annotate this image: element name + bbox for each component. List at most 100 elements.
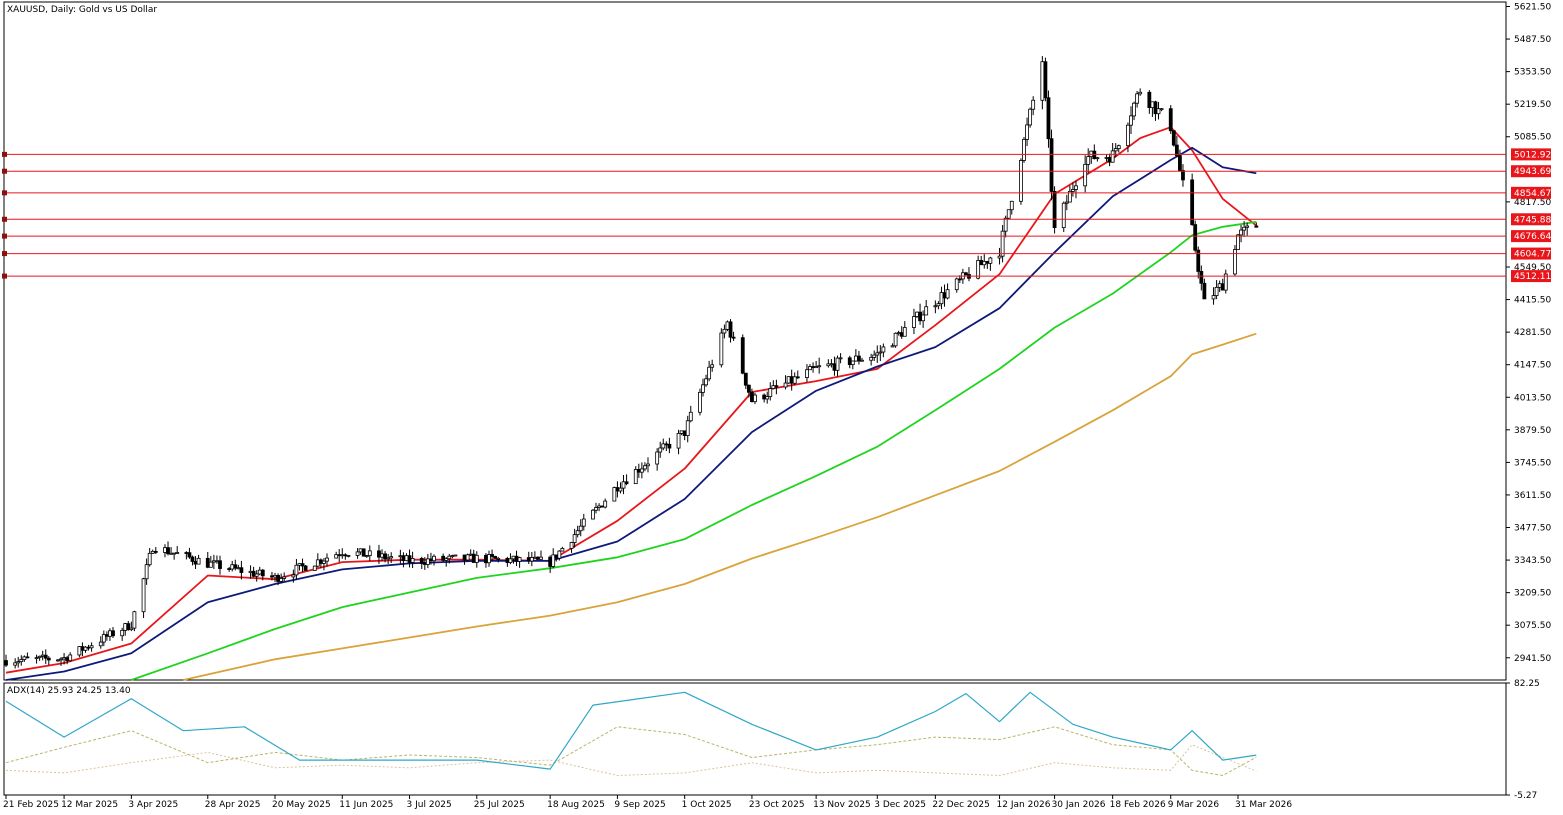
bearish-candle — [1107, 157, 1112, 163]
bearish-candle — [728, 321, 733, 338]
bearish-candle — [789, 376, 794, 384]
bullish-candle — [685, 420, 690, 436]
bullish-candle — [1239, 229, 1243, 236]
bullish-candle — [1138, 91, 1143, 95]
bullish-candle — [655, 451, 660, 465]
bullish-candle — [40, 654, 45, 657]
bullish-candle — [939, 292, 944, 305]
moving-average-line-1 — [5, 126, 1257, 674]
bullish-candle — [912, 316, 916, 328]
bearish-candle — [750, 391, 754, 403]
bearish-candle — [762, 394, 767, 400]
bullish-candle — [878, 351, 883, 354]
price-tick-label: 3477.50 — [1514, 524, 1551, 534]
bearish-candle — [1181, 170, 1185, 181]
bullish-candle — [881, 346, 886, 353]
bullish-candle — [1113, 148, 1118, 152]
bearish-candle — [1193, 224, 1198, 251]
date-tick-label: 11 Jun 2025 — [339, 800, 393, 810]
bullish-candle — [334, 554, 339, 559]
bullish-candle — [279, 578, 284, 582]
price-tick-label: 3343.50 — [1514, 556, 1551, 566]
level-marker — [2, 273, 7, 279]
bullish-candle — [120, 629, 125, 637]
bullish-candle — [560, 548, 565, 552]
bearish-candle — [260, 569, 265, 577]
moving-average-line-4 — [183, 332, 1257, 681]
bullish-candle — [1022, 138, 1026, 161]
date-tick-label: 28 Apr 2025 — [205, 800, 261, 810]
bearish-candle — [184, 552, 189, 554]
bullish-candle — [1074, 185, 1078, 190]
date-tick-label: 20 May 2025 — [272, 800, 331, 810]
bullish-candle — [1104, 157, 1109, 159]
bearish-candle — [422, 563, 427, 565]
level-label: 4745.88 — [1514, 215, 1551, 225]
bullish-candle — [701, 384, 705, 393]
bullish-candle — [890, 345, 895, 348]
bullish-candle — [569, 542, 574, 549]
bullish-candle — [1223, 273, 1228, 291]
bullish-candle — [236, 567, 241, 570]
bullish-candle — [404, 555, 409, 562]
bearish-candle — [964, 272, 968, 275]
bullish-candle — [597, 505, 601, 508]
bullish-candle — [924, 306, 929, 316]
date-tick-label: 9 Sep 2025 — [614, 800, 665, 810]
bearish-candle — [682, 430, 687, 436]
bullish-candle — [474, 554, 479, 563]
bullish-candle — [594, 507, 598, 511]
bearish-candle — [624, 481, 629, 485]
bearish-candle — [1178, 155, 1182, 171]
bullish-candle — [380, 553, 384, 558]
bullish-candle — [1064, 201, 1069, 204]
bullish-candle — [612, 487, 617, 502]
bullish-candle — [340, 554, 345, 557]
bearish-candle — [46, 657, 51, 661]
bearish-candle — [318, 559, 323, 564]
bullish-candle — [297, 563, 302, 566]
bearish-candle — [401, 555, 406, 562]
date-tick-label: 9 Mar 2026 — [1168, 800, 1220, 810]
indicator-title: ADX(14) 25.93 24.25 13.40 — [7, 686, 131, 696]
bullish-candle — [248, 570, 253, 573]
date-tick-label: 1 Oct 2025 — [682, 800, 732, 810]
bearish-candle — [493, 556, 498, 559]
bearish-candle — [343, 554, 348, 557]
bullish-candle — [68, 654, 73, 662]
bearish-candle — [1043, 61, 1048, 99]
bearish-candle — [303, 565, 308, 571]
bearish-candle — [1174, 144, 1179, 157]
date-tick-label: 3 Jul 2025 — [407, 800, 452, 810]
price-tick-label: 3879.50 — [1514, 426, 1551, 436]
bullish-candle — [230, 564, 235, 570]
bullish-candle — [141, 578, 146, 613]
bullish-candle — [1071, 189, 1075, 192]
bearish-candle — [383, 553, 387, 560]
bullish-candle — [945, 289, 950, 299]
bullish-candle — [838, 357, 843, 360]
bullish-candle — [22, 656, 27, 660]
bearish-candle — [86, 646, 91, 649]
level-label: 5012.92 — [1514, 150, 1551, 160]
level-label-box — [1511, 230, 1551, 243]
bullish-candle — [893, 332, 898, 347]
bullish-candle — [835, 357, 840, 371]
bullish-candle — [808, 366, 812, 371]
bullish-candle — [447, 555, 452, 560]
bearish-candle — [1196, 249, 1201, 272]
bearish-candle — [65, 657, 70, 662]
date-tick-label: 18 Aug 2025 — [547, 800, 605, 810]
date-tick-label: 3 Apr 2025 — [128, 800, 178, 810]
bullish-candle — [1040, 61, 1045, 101]
bullish-candle — [487, 554, 491, 564]
bullish-candle — [1116, 145, 1121, 150]
bullish-candle — [915, 311, 919, 317]
bearish-candle — [25, 656, 30, 659]
bullish-candle — [869, 357, 874, 361]
bullish-candle — [786, 376, 791, 384]
bearish-candle — [554, 554, 559, 559]
bearish-candle — [407, 555, 412, 563]
bullish-candle — [872, 354, 877, 358]
